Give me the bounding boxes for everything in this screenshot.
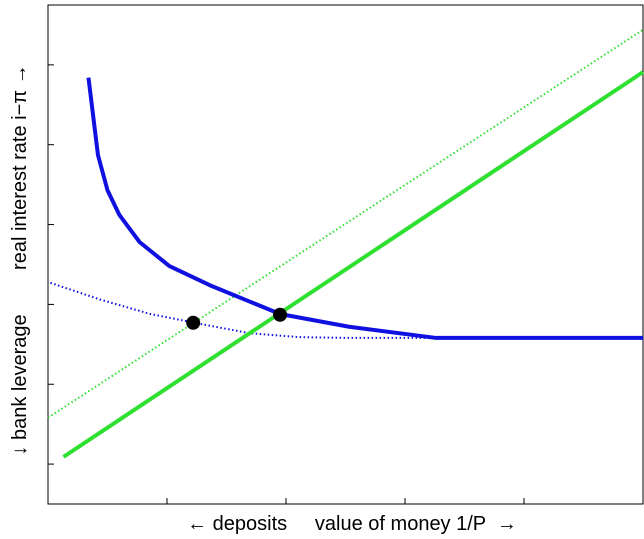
equilibrium-point <box>186 315 201 330</box>
curve <box>86 77 643 340</box>
curve <box>62 70 644 459</box>
y-axis-label: ↓ bank leverage real interest rate i−π → <box>9 64 31 455</box>
x-axis-label: ← deposits value of money 1/P → <box>187 513 517 535</box>
curve <box>47 28 644 419</box>
plot-frame <box>47 4 644 505</box>
equilibrium-point <box>273 307 288 322</box>
curve <box>50 281 436 339</box>
